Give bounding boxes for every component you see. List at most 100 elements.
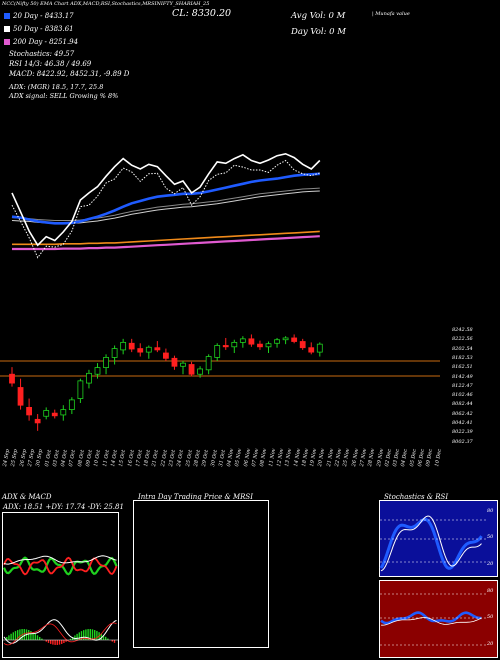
macd-histogram-bar bbox=[12, 632, 14, 640]
macd-histogram-bar bbox=[56, 640, 58, 645]
candle-body-24 bbox=[214, 345, 221, 358]
candle-body-29 bbox=[257, 343, 263, 348]
stoch-level-20: 20 bbox=[487, 561, 494, 567]
macd-histogram-bar bbox=[28, 630, 30, 640]
adx-panel-values: ADX: 18.51 +DY: 17.74 -DY: 25.81 bbox=[3, 503, 124, 511]
candle-body-26 bbox=[231, 341, 238, 348]
macd-histogram-bar bbox=[10, 633, 12, 640]
macd-histogram-bar bbox=[100, 633, 102, 640]
candle-body-16 bbox=[145, 346, 152, 353]
macd-histogram-bar bbox=[65, 640, 67, 642]
site-label: | Munafa value bbox=[372, 11, 410, 17]
adx-panel bbox=[2, 512, 119, 658]
intraday-panel bbox=[133, 500, 269, 648]
candle-body-13 bbox=[120, 341, 127, 351]
candle-body-9 bbox=[86, 372, 92, 384]
rsi-level-80: 80 bbox=[487, 588, 494, 594]
close-line bbox=[11, 152, 321, 247]
price-tick-label: 8062.42 bbox=[452, 410, 473, 417]
candle-body-18 bbox=[162, 352, 169, 359]
candle-body-25 bbox=[222, 345, 229, 348]
rsi-stat: RSI 14/3: 46.38 / 49.69 bbox=[9, 60, 92, 68]
candle-body-15 bbox=[137, 348, 144, 353]
candle-body-30 bbox=[265, 343, 272, 348]
chart-header-line: NCC(Nifty 50) EMA Chart ADX,MACD,RSI,Sto… bbox=[2, 1, 210, 7]
day-volume-label: Day Vol: 0 M bbox=[291, 27, 346, 37]
macd-histogram-bar bbox=[113, 640, 116, 643]
candle-body-23 bbox=[205, 356, 212, 371]
macd-histogram-bar bbox=[102, 635, 105, 640]
macd-histogram-bar bbox=[34, 633, 36, 640]
macd-stat: MACD: 8422.92, 8452.31, -9.89 D bbox=[9, 70, 130, 78]
main-chart bbox=[0, 152, 440, 431]
candle-body-34 bbox=[299, 341, 306, 349]
macd-signal-line bbox=[3, 622, 117, 646]
ema200-legend: 200 Day - 8251.94 bbox=[4, 38, 78, 46]
candle-body-8 bbox=[77, 380, 84, 399]
candle-body-17 bbox=[154, 347, 161, 351]
price-tick-label: 8102.46 bbox=[452, 392, 473, 399]
price-tick-label: 8042.41 bbox=[452, 420, 473, 426]
ema50-swatch bbox=[4, 26, 10, 32]
price-tick-label: 8202.54 bbox=[452, 345, 473, 352]
rsi-level-20: 20 bbox=[487, 641, 494, 647]
avg-volume-label: Avg Vol: 0 M bbox=[291, 11, 346, 21]
price-tick-label: 8082.44 bbox=[452, 401, 473, 408]
price-tick-label: 8122.47 bbox=[452, 382, 473, 389]
stochastics-stat: Stochastics: 49.57 bbox=[9, 50, 75, 58]
ema200-legend-text: 200 Day - 8251.94 bbox=[13, 38, 79, 46]
candle-body-5 bbox=[51, 412, 58, 417]
macd-histogram-bar bbox=[30, 631, 32, 640]
rsi-line bbox=[380, 611, 482, 625]
macd-histogram-bar bbox=[78, 632, 80, 640]
candle-body-0 bbox=[9, 373, 15, 384]
stochastics-k-line bbox=[379, 517, 483, 570]
macd-histogram-bar bbox=[105, 636, 107, 640]
macd-histogram-bar bbox=[36, 635, 39, 640]
macd-histogram-bar bbox=[17, 630, 19, 640]
macd-histogram-bar bbox=[94, 630, 96, 640]
macd-histogram-bar bbox=[41, 638, 43, 640]
price-tick-label: 8142.49 bbox=[452, 373, 473, 380]
ema50-legend-text: 50 Day - 8383.61 bbox=[13, 25, 74, 33]
ema50-legend: 50 Day - 8383.61 bbox=[4, 25, 74, 33]
adx-panel-title: ADX & MACD bbox=[2, 493, 52, 501]
macd-histogram-bar bbox=[63, 640, 65, 644]
price-tick-label: 8182.53 bbox=[452, 354, 473, 361]
price-tick-label: 8002.37 bbox=[452, 438, 473, 445]
candle-body-10 bbox=[94, 367, 101, 375]
ema20-legend: 20 Day - 8433.17 bbox=[4, 12, 74, 20]
mrsi-line bbox=[380, 617, 482, 626]
intraday-panel-title: Intra Day Trading Price & MRSI bbox=[138, 493, 253, 501]
candle-body-2 bbox=[26, 407, 33, 416]
macd-histogram-bar bbox=[19, 629, 21, 640]
macd-histogram-bar bbox=[50, 640, 52, 644]
macd-histogram-bar bbox=[52, 640, 54, 645]
candle-body-32 bbox=[282, 337, 289, 341]
macd-histogram-bar bbox=[87, 629, 89, 640]
candle-body-7 bbox=[68, 399, 75, 411]
close-price-label: CL: 8330.20 bbox=[172, 8, 232, 19]
macd-histogram-bar bbox=[76, 633, 78, 640]
candle-body-4 bbox=[43, 410, 50, 417]
ema200-swatch bbox=[4, 39, 10, 45]
price-tick-label: 8162.51 bbox=[452, 364, 473, 371]
candle-body-12 bbox=[111, 348, 118, 358]
adx-minus-line bbox=[3, 556, 118, 576]
ema20-legend-text: 20 Day - 8433.17 bbox=[13, 12, 74, 20]
price-tick-label: 8022.39 bbox=[452, 429, 473, 436]
ema200-line bbox=[12, 235, 320, 251]
ema20-line bbox=[11, 172, 320, 225]
macd-histogram-bar bbox=[39, 636, 41, 640]
candle-body-6 bbox=[60, 409, 67, 416]
candle-body-31 bbox=[274, 339, 280, 344]
macd-histogram-bar bbox=[74, 635, 76, 640]
candle-body-36 bbox=[316, 343, 323, 353]
price-tick-label: 8242.58 bbox=[452, 327, 473, 333]
macd-histogram-bar bbox=[23, 629, 25, 640]
macd-histogram-bar bbox=[89, 629, 91, 640]
candle-body-1 bbox=[17, 387, 24, 406]
ema50-shadow-line bbox=[11, 187, 320, 221]
macd-histogram-bar bbox=[14, 631, 17, 640]
